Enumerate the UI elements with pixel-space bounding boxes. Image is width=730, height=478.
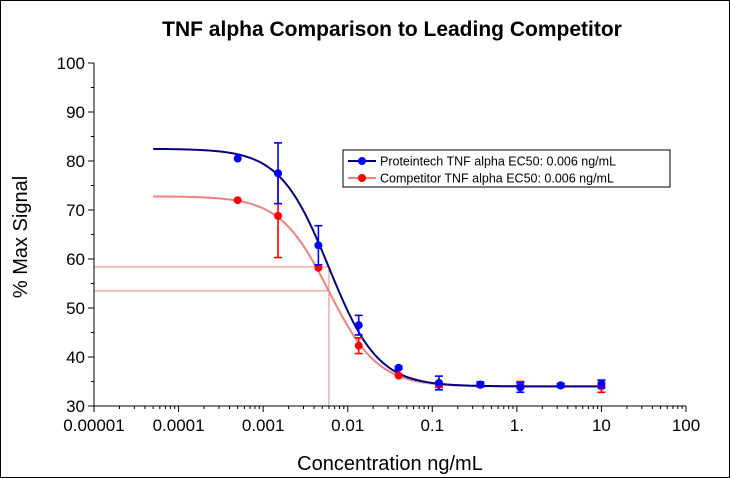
x-tick-label: 1. [510,416,524,435]
x-tick-label: 0.1 [420,416,444,435]
data-point [274,169,283,178]
data-point [314,241,323,250]
y-tick-label: 60 [66,250,85,269]
y-tick-label: 50 [66,299,85,318]
data-point [233,196,242,205]
data-point [233,154,242,163]
data-point [354,321,363,330]
x-tick-label: 0.001 [242,416,285,435]
y-axis-label: % Max Signal [10,176,32,298]
data-point [394,363,403,372]
data-point [354,341,363,350]
y-tick-label: 100 [57,54,85,73]
data-point [314,263,323,272]
legend: Proteintech TNF alpha EC50: 0.006 ng/mL C… [342,149,671,188]
data-point [434,378,443,387]
x-tick-label: 100 [672,416,700,435]
y-tick-label: 40 [66,348,85,367]
ec50-guide-lines [94,266,330,406]
y-tick-label: 70 [66,201,85,220]
axes: 30 40 50 60 70 80 90 100 0.00001 0.0001 0.001 0.01 0… [57,54,701,435]
x-tick-label: 0.0001 [153,416,205,435]
fit-curve [153,147,602,388]
y-tick-label: 30 [66,397,85,416]
data-point [274,211,283,220]
data-point [394,371,403,380]
legend-box [342,149,671,188]
data-point [516,383,525,392]
data-point [597,379,606,388]
x-tick-label: 0.00001 [63,416,124,435]
legend-label: Competitor TNF alpha EC50: 0.006 ng/mL [380,172,614,186]
x-axis-label: Concentration ng/mL [297,453,483,475]
legend-marker [358,157,366,165]
data-point [556,381,565,390]
data-points [233,142,606,394]
y-tick-label: 90 [66,103,85,122]
data-point [476,380,485,389]
legend-marker [358,174,366,182]
legend-label: Proteintech TNF alpha EC50: 0.006 ng/mL [380,155,616,169]
fit-curves [153,147,602,388]
y-tick-label: 80 [66,152,85,171]
chart-title: TNF alpha Comparison to Leading Competit… [162,18,622,41]
x-tick-label: 0.01 [331,416,364,435]
x-tick-label: 10 [592,416,611,435]
